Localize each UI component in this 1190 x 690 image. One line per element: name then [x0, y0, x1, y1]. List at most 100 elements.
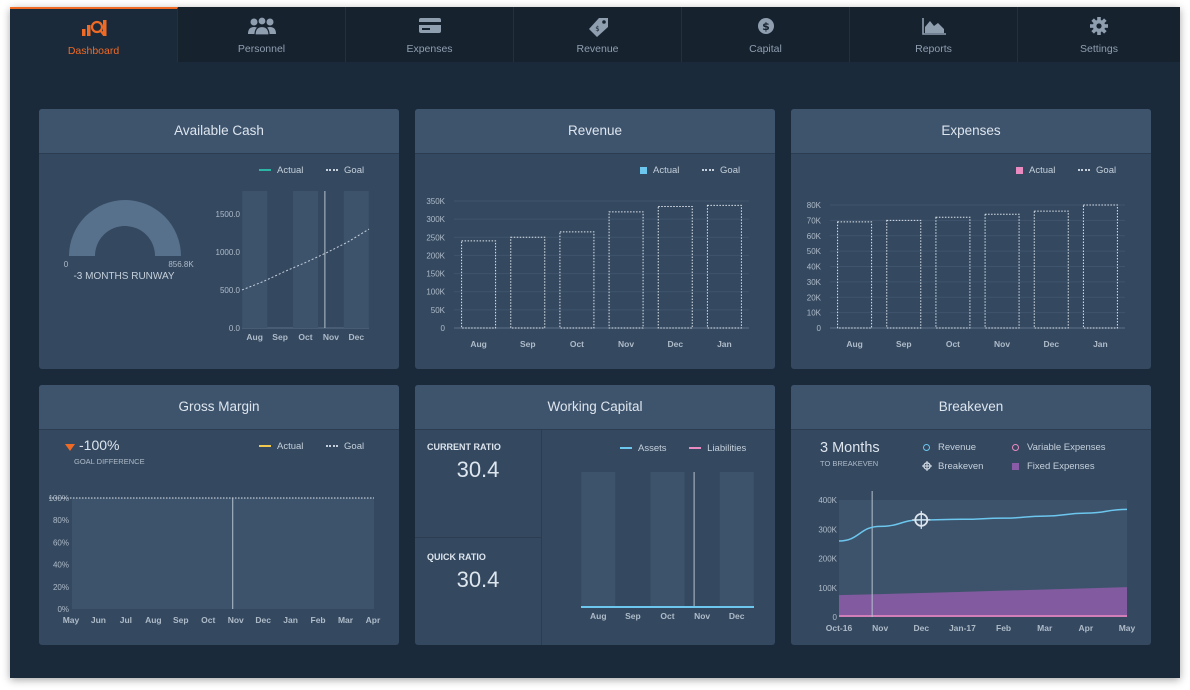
legend-swatch-assets: [620, 447, 632, 450]
goal-difference-value: -100%: [79, 437, 120, 453]
legend-liabilities-label: Liabilities: [707, 443, 747, 454]
credit-card-icon: [418, 18, 441, 33]
y-tick-label: 0: [817, 324, 822, 333]
panel-title: Working Capital: [415, 385, 775, 430]
y-tick-label: 300K: [426, 215, 445, 224]
legend-swatch-actual: [259, 169, 271, 172]
legend-actual-label: Actual: [653, 165, 680, 176]
legend-goal-label: Goal: [344, 165, 365, 176]
y-tick-label: 70K: [807, 216, 822, 225]
legend-swatch-goal: [326, 445, 339, 448]
y-tick-label: 50K: [431, 306, 446, 315]
tab-label: Expenses: [406, 43, 453, 55]
legend-variable-expenses: Variable Expenses: [1012, 442, 1106, 453]
x-tick-label: Dec: [913, 623, 929, 633]
legend-goal-label: Goal: [1096, 165, 1117, 176]
legend-fixed-label: Fixed Expenses: [1027, 461, 1095, 472]
tab-label: Personnel: [237, 43, 286, 55]
x-tick-label: Sep: [272, 332, 288, 342]
y-tick-label: 30K: [807, 278, 822, 287]
legend-revenue-label: Revenue: [938, 442, 977, 453]
x-tick-label: Jan: [717, 339, 732, 349]
runway-caption: -3 MONTHS RUNWAY: [73, 271, 174, 282]
goal-line: [241, 228, 370, 291]
y-tick-label: 200K: [426, 251, 445, 260]
tab-dashboard[interactable]: Dashboard: [10, 7, 178, 62]
breakeven-caption: TO BREAKEVEN: [820, 459, 879, 468]
legend-swatch-actual: [640, 166, 647, 174]
revenue-chart: 0 50K 100K 150K 200K 250K 300K 350K Aug Sep Oct Nov…: [426, 197, 749, 349]
tab-label: Reports: [915, 43, 952, 55]
x-tick-label: Nov: [994, 339, 1010, 349]
legend-swatch-goal: [1078, 169, 1091, 172]
x-tick-label: Jun: [91, 615, 106, 625]
plot-area: [72, 498, 374, 609]
y-tick-label: 80K: [807, 201, 822, 210]
tab-personnel[interactable]: Personnel: [178, 7, 346, 62]
panel-title: Gross Margin: [39, 385, 399, 430]
x-tick-label: Jan: [1093, 339, 1108, 349]
breakeven-value: 3 Months: [820, 440, 880, 456]
svg-text:$: $: [595, 25, 599, 33]
y-tick-label: 1000.0: [216, 248, 241, 257]
available-cash-chart: Aug Sep Oct Nov Dec 0.0 500.0 1000.0 1500.0: [216, 191, 370, 342]
goal-difference-caption: GOAL DIFFERENCE: [74, 457, 145, 466]
tab-reports[interactable]: Reports: [850, 7, 1018, 62]
chart-legend: Actual Goal: [259, 441, 364, 452]
tab-capital[interactable]: $ Capital: [682, 7, 850, 62]
chart-legend: Assets Liabilities: [620, 443, 746, 454]
y-tick-label: 40K: [807, 263, 822, 272]
legend-swatch-revenue: [923, 443, 930, 451]
x-tick-label: Nov: [228, 615, 244, 625]
tab-label: Settings: [1080, 43, 1118, 55]
legend-swatch-fixed: [1012, 462, 1019, 470]
legend-swatch-liabilities: [689, 447, 702, 450]
x-tick-label: Dec: [255, 615, 271, 625]
x-tick-label: Nov: [694, 611, 710, 621]
x-tick-label: Apr: [366, 615, 381, 625]
tab-expenses[interactable]: Expenses: [346, 7, 514, 62]
x-tick-label: Sep: [173, 615, 189, 625]
x-tick-label: Oct-16: [826, 623, 853, 633]
quick-ratio-label: QUICK RATIO: [427, 552, 486, 562]
x-tick-label: Sep: [520, 339, 536, 349]
gross-margin-panel: Gross Margin -100% GOAL DIFFERENCE Actua…: [39, 385, 399, 645]
breakeven-chart: 0 100K 200K 300K 400K Oct-16 Nov Dec Jan-17 Feb Ma…: [818, 491, 1136, 633]
y-tick-label: 200K: [818, 555, 837, 564]
revenue-line: [838, 508, 1128, 542]
y-tick-label: 0: [833, 613, 838, 622]
goal-bar: [510, 236, 546, 329]
working-capital-chart: Aug Sep Oct Nov Dec: [581, 472, 754, 621]
area-chart-icon: [921, 18, 946, 35]
y-tick-label: 100K: [426, 288, 445, 297]
y-tick-label: 50K: [807, 247, 822, 256]
price-tag-icon: $: [588, 18, 608, 37]
expenses-chart: 0 10K 20K 30K 40K 50K 60K 70K 80K Aug Sep Oct Nov Dec…: [807, 201, 1125, 349]
expenses-panel: Expenses Actual Goal 0 10K 20K 30K 40K 50K 60K…: [791, 109, 1151, 369]
x-tick-label: Aug: [145, 615, 162, 625]
goal-bar: [886, 219, 922, 329]
y-tick-label: 250K: [426, 233, 445, 242]
legend-variable-label: Variable Expenses: [1027, 442, 1106, 453]
tab-revenue[interactable]: $ Revenue: [514, 7, 682, 62]
down-arrow-icon: [65, 444, 75, 451]
svg-text:$: $: [762, 20, 770, 33]
x-tick-label: Jan-17: [949, 623, 976, 633]
divider: [541, 430, 542, 645]
x-tick-label: Nov: [323, 332, 339, 342]
legend-breakeven: Breakeven: [922, 461, 983, 472]
panel-title: Revenue: [415, 109, 775, 154]
runway-gauge: 0 856.8K -3 MONTHS RUNWAY: [64, 200, 194, 282]
x-tick-label: Sep: [625, 611, 641, 621]
month-band: [581, 472, 616, 607]
dashboard-icon: [81, 20, 106, 36]
x-tick-label: Feb: [311, 615, 326, 625]
month-band: [343, 191, 369, 328]
y-tick-label: 400K: [818, 496, 837, 505]
legend-actual-label: Actual: [1029, 165, 1056, 176]
legend-revenue: Revenue: [923, 442, 976, 453]
x-tick-label: Nov: [872, 623, 888, 633]
dollar-coin-icon: $: [757, 18, 774, 34]
tab-settings[interactable]: Settings: [1018, 7, 1180, 62]
legend-goal-label: Goal: [344, 441, 365, 452]
